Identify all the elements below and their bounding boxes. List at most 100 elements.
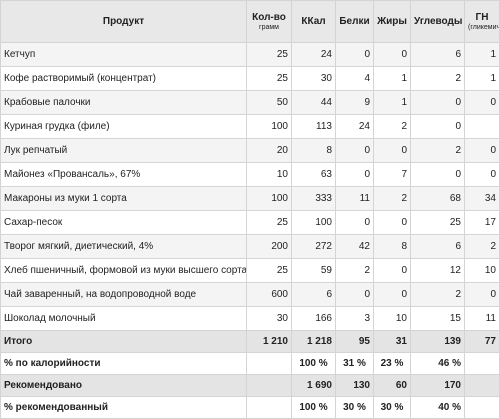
cell-protein: 2 (335, 258, 374, 283)
cell-amount: 25 (246, 66, 292, 91)
cell-kcal: 24 (291, 42, 336, 67)
cell-fat: 1 (373, 90, 411, 115)
cell-protein: 3 (335, 306, 374, 331)
recommended-carbs: 170 (410, 374, 465, 397)
cell-name: Сахар-песок (0, 210, 247, 235)
col-header-product: Продукт (0, 0, 247, 43)
cell-amount: 100 (246, 114, 292, 139)
cell-gl: 0 (464, 138, 500, 163)
cell-kcal: 166 (291, 306, 336, 331)
calorie-pct-amount-empty (246, 352, 292, 375)
col-header-fat: Жиры (373, 0, 411, 43)
col-header-amount: Кол-во грамм (246, 0, 292, 43)
table-row: Лук репчатый 20 8 0 0 2 0 (0, 138, 500, 163)
recommended-fat: 60 (373, 374, 411, 397)
recommended-kcal: 1 690 (291, 374, 336, 397)
cell-kcal: 44 (291, 90, 336, 115)
cell-carbs: 12 (410, 258, 465, 283)
cell-amount: 25 (246, 258, 292, 283)
recommended-pct-amount-empty (246, 396, 292, 419)
calorie-pct-row: % по калорийности 100 % 31 % 23 % 46 % (0, 352, 500, 375)
recommended-pct-kcal: 100 % (291, 396, 336, 419)
total-fat: 31 (373, 330, 411, 353)
cell-amount: 600 (246, 282, 292, 307)
cell-protein: 9 (335, 90, 374, 115)
calorie-pct-protein: 31 % (335, 352, 374, 375)
cell-kcal: 8 (291, 138, 336, 163)
recommended-pct-carbs: 40 % (410, 396, 465, 419)
cell-gl: 17 (464, 210, 500, 235)
cell-kcal: 63 (291, 162, 336, 187)
table-row: Крабовые палочки 50 44 9 1 0 0 (0, 90, 500, 115)
cell-gl: 0 (464, 90, 500, 115)
cell-protein: 0 (335, 282, 374, 307)
cell-carbs: 25 (410, 210, 465, 235)
cell-fat: 7 (373, 162, 411, 187)
cell-name: Хлеб пшеничный, формовой из муки высшего… (0, 258, 247, 283)
cell-kcal: 59 (291, 258, 336, 283)
total-gl: 77 (464, 330, 500, 353)
cell-fat: 0 (373, 138, 411, 163)
cell-protein: 0 (335, 138, 374, 163)
total-kcal: 1 218 (291, 330, 336, 353)
cell-kcal: 272 (291, 234, 336, 259)
cell-gl: 0 (464, 162, 500, 187)
cell-amount: 100 (246, 186, 292, 211)
total-row: Итого 1 210 1 218 95 31 139 77 (0, 330, 500, 353)
cell-kcal: 6 (291, 282, 336, 307)
cell-carbs: 2 (410, 282, 465, 307)
col-header-protein: Белки (335, 0, 374, 43)
cell-kcal: 333 (291, 186, 336, 211)
cell-fat: 1 (373, 66, 411, 91)
col-header-kcal: ККал (291, 0, 336, 43)
recommended-gl-empty (464, 374, 500, 397)
calorie-pct-carbs: 46 % (410, 352, 465, 375)
cell-kcal: 113 (291, 114, 336, 139)
recommended-protein: 130 (335, 374, 374, 397)
col-header-carbs: Углеводы (410, 0, 465, 43)
table-row: Куриная грудка (филе) 100 113 24 2 0 (0, 114, 500, 139)
cell-name: Макароны из муки 1 сорта (0, 186, 247, 211)
cell-kcal: 30 (291, 66, 336, 91)
cell-gl: 1 (464, 66, 500, 91)
recommended-label: Рекомендовано (0, 374, 247, 397)
cell-fat: 10 (373, 306, 411, 331)
cell-name: Кофе растворимый (концентрат) (0, 66, 247, 91)
total-amount: 1 210 (246, 330, 292, 353)
table-row: Кофе растворимый (концентрат) 25 30 4 1 … (0, 66, 500, 91)
calorie-pct-kcal: 100 % (291, 352, 336, 375)
cell-name: Куриная грудка (филе) (0, 114, 247, 139)
cell-amount: 30 (246, 306, 292, 331)
cell-fat: 8 (373, 234, 411, 259)
cell-name: Лук репчатый (0, 138, 247, 163)
col-header-gl-note: (гликемич. нагрузка) (468, 23, 500, 31)
cell-carbs: 0 (410, 90, 465, 115)
cell-name: Творог мягкий, диетический, 4% (0, 234, 247, 259)
col-header-gl: ГН (гликемич. нагрузка) (464, 0, 500, 43)
cell-gl (464, 114, 500, 139)
cell-amount: 25 (246, 210, 292, 235)
cell-protein: 4 (335, 66, 374, 91)
cell-carbs: 2 (410, 138, 465, 163)
cell-protein: 0 (335, 42, 374, 67)
cell-amount: 25 (246, 42, 292, 67)
cell-name: Крабовые палочки (0, 90, 247, 115)
cell-fat: 0 (373, 210, 411, 235)
table-row: Чай заваренный, на водопроводной воде 60… (0, 282, 500, 307)
calorie-pct-fat: 23 % (373, 352, 411, 375)
cell-name: Майонез «Провансаль», 67% (0, 162, 247, 187)
total-carbs: 139 (410, 330, 465, 353)
table-row: Кетчуп 25 24 0 0 6 1 (0, 42, 500, 67)
recommended-row: Рекомендовано 1 690 130 60 170 (0, 374, 500, 397)
cell-carbs: 0 (410, 114, 465, 139)
cell-name: Чай заваренный, на водопроводной воде (0, 282, 247, 307)
cell-name: Кетчуп (0, 42, 247, 67)
cell-carbs: 68 (410, 186, 465, 211)
cell-amount: 10 (246, 162, 292, 187)
cell-fat: 2 (373, 186, 411, 211)
cell-fat: 0 (373, 282, 411, 307)
cell-gl: 0 (464, 282, 500, 307)
cell-protein: 0 (335, 162, 374, 187)
cell-protein: 42 (335, 234, 374, 259)
